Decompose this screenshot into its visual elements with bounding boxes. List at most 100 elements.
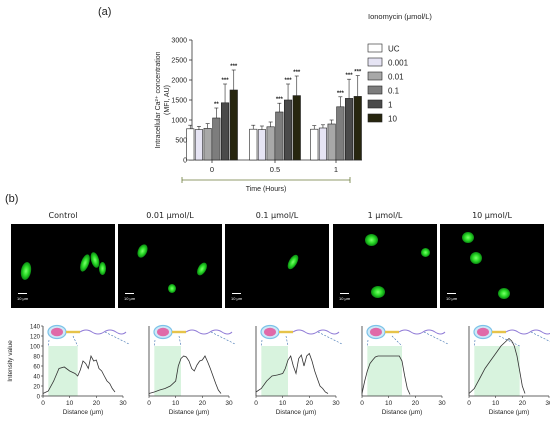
significance-label: *** <box>346 73 354 79</box>
profile-x-tick-label: 30 <box>545 400 550 407</box>
zoom-line <box>154 339 156 347</box>
profile-y-tick-label: 140 <box>30 324 41 330</box>
significance-label: *** <box>230 64 238 70</box>
y-tick-label: 2000 <box>171 78 187 85</box>
scale-label: 10 μm <box>339 296 351 301</box>
profile-x-tick-label: 30 <box>438 400 446 407</box>
sperm-head-icon <box>264 327 276 337</box>
x-tick-label: 0 <box>210 165 214 174</box>
intensity-line <box>255 352 329 394</box>
sperm-midpiece-icon <box>492 330 506 334</box>
bar <box>186 128 195 161</box>
scale-bar <box>447 293 456 294</box>
bar <box>275 111 284 161</box>
zoom-line <box>48 339 50 347</box>
zoom-line <box>178 335 182 347</box>
sperm-midpiece-icon <box>66 330 80 334</box>
profile-x-tick-label: 0 <box>360 400 364 407</box>
scale-bar <box>125 293 134 294</box>
profile-y-tick-label: 60 <box>33 364 40 370</box>
intensity-line <box>468 337 526 394</box>
legend-title: Ionomycin (μmol/L) <box>368 12 432 21</box>
legend-label: 10 <box>388 115 397 124</box>
legend-label: UC <box>388 45 400 54</box>
scale-label: 10 μm <box>231 296 243 301</box>
profile-x-tick-label: 0 <box>41 400 45 407</box>
micrograph-title-0-1: 0.1 μmol/L <box>255 211 299 220</box>
sperm-head-icon <box>477 327 489 337</box>
zoom-line <box>72 335 78 347</box>
sperm-head-icon <box>51 327 63 337</box>
sperm-midpiece-icon <box>385 330 399 334</box>
x-axis-label: Time (Hours) <box>246 186 287 193</box>
bar <box>310 128 319 161</box>
bar <box>229 89 238 161</box>
y-axis-label: Intracellular Ca²⁺ concentration <box>155 51 162 148</box>
profile-x-tick-label: 20 <box>93 400 101 407</box>
micrograph-1: 10 μm <box>333 224 437 308</box>
legend-swatch <box>367 99 383 109</box>
profile-x-axis-label: Distance (μm) <box>382 409 423 416</box>
zoom-line <box>530 331 550 342</box>
bar <box>336 106 345 161</box>
profile-x-tick-label: 30 <box>225 400 233 407</box>
sperm-head-icon <box>157 327 169 337</box>
sperm-midpiece-icon <box>279 330 293 334</box>
bar <box>283 99 293 161</box>
zoom-line <box>498 335 520 347</box>
y-tick-label: 2500 <box>171 58 187 65</box>
profile-x-tick-label: 10 <box>66 400 74 407</box>
sperm-head-icon <box>370 327 382 337</box>
profile-x-axis-label: Distance (μm) <box>169 409 210 416</box>
intensity-line <box>148 355 222 394</box>
zoom-line <box>474 339 476 347</box>
significance-label: *** <box>293 70 301 76</box>
sperm-tail-icon <box>505 329 550 335</box>
profile-x-tick-label: 20 <box>519 400 527 407</box>
bar <box>257 129 267 161</box>
scale-label: 10 μm <box>124 296 136 301</box>
micrograph-title-1: 1 μmol/L <box>367 211 403 220</box>
profile-x-tick-label: 10 <box>492 400 500 407</box>
scale-bar <box>232 293 241 294</box>
sperm-tail-icon <box>185 329 233 335</box>
bar <box>292 95 301 161</box>
legend-swatch <box>367 57 383 67</box>
legend-swatch <box>367 71 383 81</box>
bar <box>249 128 258 161</box>
scale-label: 10 μm <box>17 296 29 301</box>
y-axis-label: (MFI, AU) <box>164 85 171 115</box>
scale-label: 10 μm <box>446 296 458 301</box>
legend-label: 0.1 <box>388 87 400 96</box>
profile-x-tick-label: 20 <box>199 400 207 407</box>
panel-a-label: (a) <box>98 6 112 18</box>
profile-x-tick-label: 20 <box>412 400 420 407</box>
profile-x-tick-label: 30 <box>332 400 340 407</box>
bar <box>221 102 230 161</box>
profile-x-tick-label: 10 <box>385 400 393 407</box>
profile-y-tick-label: 20 <box>33 384 40 390</box>
profile-highlight <box>367 346 402 396</box>
profile-highlight <box>154 346 181 396</box>
profile-y-tick-label: 80 <box>33 354 40 360</box>
zoom-line <box>285 335 289 347</box>
legend-label: 0.01 <box>388 73 404 82</box>
profile-y-axis-label: Intensity value <box>7 340 14 382</box>
profile-y-tick-label: 0 <box>37 394 41 400</box>
zoom-line <box>317 331 343 345</box>
profile-x-tick-label: 20 <box>306 400 314 407</box>
scale-bar <box>340 293 349 294</box>
legend-label: 0.001 <box>388 59 409 68</box>
micrograph-control: 10 μm <box>11 224 115 308</box>
y-tick-label: 3000 <box>171 38 187 45</box>
profile-x-axis-label: Distance (μm) <box>489 409 530 416</box>
zoom-line <box>261 339 263 347</box>
profile-highlight <box>48 346 78 396</box>
micrograph-title-0-01: 0.01 μmol/L <box>146 211 194 220</box>
profile-y-tick-label: 40 <box>33 374 40 380</box>
zoom-line <box>367 339 369 347</box>
bar <box>327 123 336 161</box>
profile-x-tick-label: 0 <box>147 400 151 407</box>
zoom-line <box>423 331 449 345</box>
